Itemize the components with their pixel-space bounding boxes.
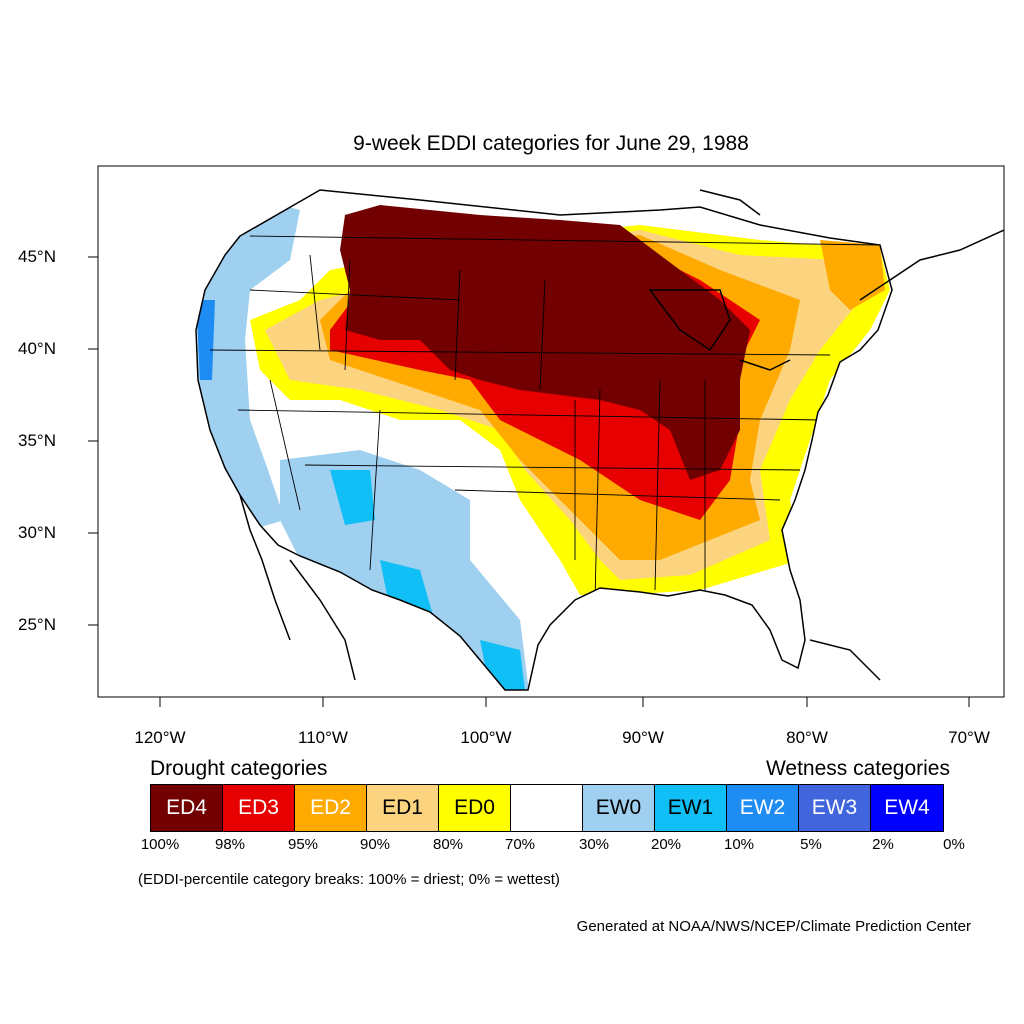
percentile-note: (EDDI-percentile category breaks: 100% =… (138, 871, 560, 888)
percentile-label: 10% (723, 836, 755, 853)
percentile-label: 70% (504, 836, 536, 853)
eddi-map (88, 165, 1005, 707)
legend-swatch-ew0: EW0 (583, 785, 655, 831)
percentile-label: 95% (287, 836, 319, 853)
legend-swatch-ed4: ED4 (151, 785, 223, 831)
drought-heading: Drought categories (150, 757, 328, 780)
legend-swatch-ed2: ED2 (295, 785, 367, 831)
legend-swatch-ed0: ED0 (439, 785, 511, 831)
percentile-label: 20% (650, 836, 682, 853)
legend-swatch-ew4: EW4 (871, 785, 943, 831)
category-legend: ED4 ED3 ED2 ED1 ED0 EW0 EW1 EW2 EW3 EW4 (150, 784, 944, 832)
lat-label-25: 25°N (18, 615, 56, 634)
legend-swatch-ed1: ED1 (367, 785, 439, 831)
lat-label-35: 35°N (18, 431, 56, 450)
percentile-label: 5% (800, 836, 822, 853)
lon-label-70w: 70°W (948, 728, 990, 747)
percentile-label: 80% (432, 836, 464, 853)
lon-label-120w: 120°W (134, 728, 186, 747)
credit-line: Generated at NOAA/NWS/NCEP/Climate Predi… (576, 918, 971, 935)
legend-swatch-normal (511, 785, 583, 831)
lon-label-90w: 90°W (622, 728, 664, 747)
legend-swatch-ew3: EW3 (799, 785, 871, 831)
lat-label-40: 40°N (18, 339, 56, 358)
percentile-label: 90% (359, 836, 391, 853)
percentile-label: 100% (140, 836, 180, 853)
lat-label-30: 30°N (18, 523, 56, 542)
map-frame (97, 165, 1005, 698)
lat-label-45: 45°N (18, 247, 56, 266)
legend-swatch-ed3: ED3 (223, 785, 295, 831)
percentile-label: 30% (578, 836, 610, 853)
legend-swatch-ew1: EW1 (655, 785, 727, 831)
lon-label-80w: 80°W (786, 728, 828, 747)
map-title: 9-week EDDI categories for June 29, 1988 (353, 132, 749, 155)
wetness-heading: Wetness categories (765, 757, 950, 780)
percentile-label: 0% (943, 836, 965, 853)
legend-swatch-ew2: EW2 (727, 785, 799, 831)
lon-label-100w: 100°W (460, 728, 512, 747)
percentile-label: 98% (214, 836, 246, 853)
lon-label-110w: 110°W (298, 728, 348, 747)
percentile-label: 2% (872, 836, 894, 853)
